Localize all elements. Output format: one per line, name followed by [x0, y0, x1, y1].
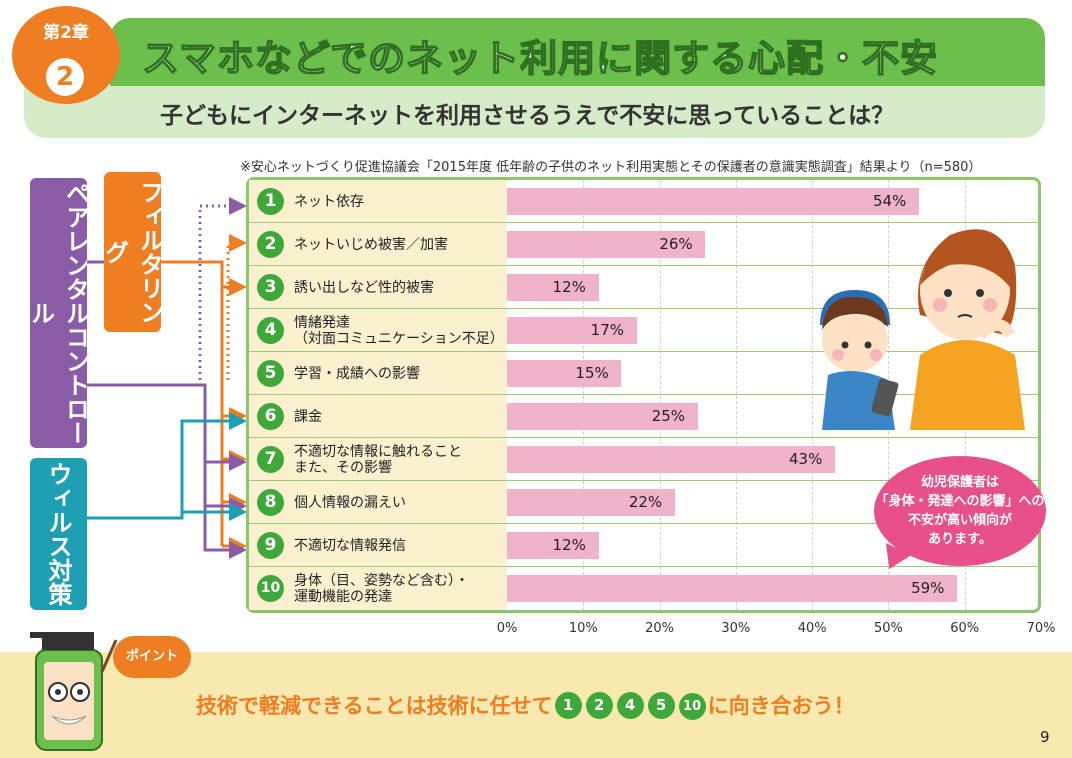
bar-value-label: 15% — [575, 364, 609, 382]
bubble-line: あります。 — [928, 532, 992, 547]
row-label: ネット依存 — [294, 193, 364, 210]
point-message-after: に向き合おう！ — [707, 694, 855, 718]
parent-child-illustration — [820, 229, 1025, 430]
bar-value-label: 12% — [552, 536, 586, 554]
subtitle-band — [24, 86, 1045, 138]
chart-row: 8 個人情報の漏えい 22% — [249, 481, 1038, 524]
label-column — [249, 180, 507, 610]
point-number-badge: 5 — [647, 691, 675, 719]
row-label: 個人情報の漏えい — [294, 494, 406, 511]
bar-value-label: 25% — [651, 407, 686, 425]
chart-row: 4 情緒発達 （対面コミュニケーション不足） 17% — [249, 309, 1038, 352]
row-label: 学習・成績への影響 — [294, 365, 420, 382]
bubble-line: 「身体・発達への影響」への — [875, 494, 1045, 509]
bar-value-label: 22% — [628, 493, 663, 511]
point-number-badge: 10 — [678, 692, 706, 720]
bubble-line: 幼児保護者は — [920, 475, 999, 490]
x-tick-label: 30% — [721, 621, 751, 636]
gridline — [735, 180, 737, 610]
row-label: 課金 — [294, 408, 322, 425]
chart-row: 9 不適切な情報発信 12% — [249, 524, 1038, 567]
bar — [507, 403, 698, 430]
virus-protection-label: ウィルス対策 — [30, 458, 87, 610]
x-tick-label: 10% — [568, 621, 598, 636]
row-label: ネットいじめ被害／加害 — [294, 236, 448, 253]
smartphone-mascot-icon — [30, 632, 118, 751]
x-tick-label: 50% — [873, 621, 903, 636]
parental-control-label: ペアレンタルコントロール — [27, 178, 90, 448]
x-tick-label: 70% — [1026, 621, 1056, 636]
bar-value-label: 26% — [659, 235, 693, 253]
row-label: 不適切な情報発信 — [294, 537, 406, 554]
row-number-badge: 4 — [257, 317, 284, 344]
page-number: 9 — [1040, 728, 1050, 746]
point-number-badge: 1 — [554, 691, 582, 719]
x-tick-label: 60% — [950, 621, 980, 636]
chart-row: 2 ネットいじめ被害／加害 26% — [249, 223, 1038, 266]
bar — [507, 489, 675, 516]
x-tick-label: 0% — [496, 621, 518, 636]
source-note: ※安心ネットづくり促進協議会「2015年度 低年齢の子供のネット利用実態とその保… — [240, 160, 982, 175]
point-number-list: 1 2 4 5 10 — [553, 691, 708, 720]
gridline — [812, 180, 814, 610]
row-number-badge: 7 — [257, 446, 284, 473]
bubble-line: 不安が高い傾向が — [907, 513, 1012, 528]
bar-value-label: 59% — [911, 579, 945, 597]
bar — [507, 188, 919, 215]
chart-row: 3 誘い出しなど性的被害 12% — [249, 266, 1038, 309]
row-number-badge: 9 — [257, 532, 284, 559]
bar — [507, 532, 599, 559]
bar — [507, 446, 836, 473]
point-message-before: 技術で軽減できることは技術に任せて — [196, 694, 553, 718]
bar — [507, 274, 599, 301]
title-band — [110, 18, 1045, 86]
x-tick-label: 20% — [645, 621, 675, 636]
chart-row: 6 課金 25% — [249, 395, 1038, 438]
bar — [507, 317, 637, 344]
page-title: スマホなどでのネット利用に関する心配・不安 — [141, 36, 939, 81]
bar-value-label: 12% — [552, 278, 586, 296]
row-label: 情緒発達 （対面コミュニケーション不足） — [294, 314, 504, 347]
point-number-badge: 2 — [585, 691, 613, 719]
row-number-badge: 2 — [257, 231, 284, 258]
point-message: 技術で軽減できることは技術に任せて 1 2 4 5 10 に向き合おう！ — [196, 690, 855, 720]
row-label: 不適切な情報に触れること また、その影響 — [294, 443, 462, 476]
chart-row: 5 学習・成績への影響 15% — [249, 352, 1038, 395]
bar-value-label: 54% — [872, 192, 907, 210]
bar-value-label: 17% — [590, 321, 625, 339]
bar — [507, 575, 958, 602]
chart-row: 1 ネット依存 54% — [249, 180, 1038, 223]
chart-row: 10 身体（目、姿勢など含む）・ 運動機能の発達 59% — [249, 567, 1038, 610]
page-subtitle: 子どもにインターネットを利用させるうえで不安に思っていることは？ — [160, 103, 895, 129]
chapter-label: 第2章 — [43, 23, 89, 43]
gridline — [659, 180, 661, 610]
row-label: 誘い出しなど性的被害 — [294, 279, 434, 296]
point-badge: ポイント — [113, 636, 191, 678]
row-number-badge: 8 — [257, 489, 284, 516]
bar — [507, 360, 622, 387]
row-number-badge: 6 — [257, 403, 284, 430]
row-number-badge: 5 — [257, 360, 284, 387]
row-number-badge: 10 — [257, 575, 284, 602]
filtering-label: フィルタリング — [101, 172, 164, 332]
chapter-number: 2 — [46, 58, 84, 96]
row-number-badge: 3 — [257, 274, 284, 301]
callout-bubble: 幼児保護者は 「身体・発達への影響」への 不安が高い傾向が あります。 — [874, 456, 1046, 566]
x-tick-label: 40% — [797, 621, 827, 636]
connector-lines — [87, 197, 247, 559]
chart-row: 7 不適切な情報に触れること また、その影響 43% — [249, 438, 1038, 481]
point-number-badge: 4 — [616, 691, 644, 719]
gridline — [583, 180, 585, 610]
bar-value-label: 43% — [789, 450, 823, 468]
bar — [507, 231, 706, 258]
row-label: 身体（目、姿勢など含む）・ 運動機能の発達 — [294, 572, 469, 605]
row-number-badge: 1 — [257, 188, 284, 215]
